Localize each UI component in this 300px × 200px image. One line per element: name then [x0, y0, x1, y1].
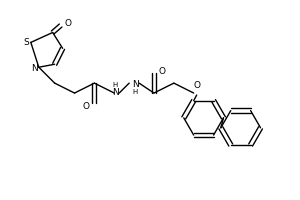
Text: N: N — [32, 64, 38, 73]
Text: S: S — [23, 38, 29, 47]
Text: O: O — [193, 81, 200, 90]
Text: O: O — [83, 102, 90, 111]
Text: H: H — [112, 82, 118, 88]
Text: H: H — [133, 89, 138, 95]
Text: O: O — [158, 67, 165, 76]
Text: N: N — [112, 88, 119, 97]
Text: O: O — [64, 19, 71, 28]
Text: N: N — [132, 80, 139, 89]
